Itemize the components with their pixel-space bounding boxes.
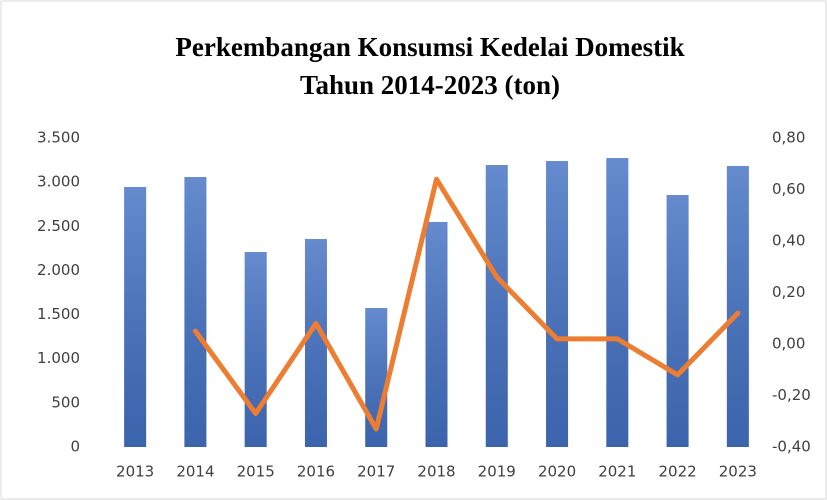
bar-shade — [546, 161, 569, 447]
bar-shade — [726, 165, 749, 447]
y-tick-label: 1.500 — [37, 305, 80, 323]
x-tick-label: 2020 — [538, 463, 576, 481]
y-tick-label: 0 — [70, 438, 80, 456]
y2-tick-label: 0,40 — [772, 232, 805, 250]
bar-shade — [184, 177, 207, 448]
y2-tick-label: 0,60 — [772, 180, 805, 198]
bar-shade — [244, 251, 267, 447]
x-tick-label: 2017 — [357, 463, 395, 481]
x-tick-label: 2018 — [417, 463, 455, 481]
bar-shade — [304, 238, 327, 447]
y-tick-label: 2.000 — [37, 261, 80, 279]
y-tick-label: 3.000 — [37, 173, 80, 191]
bar-shade — [425, 221, 448, 447]
bar-shade — [485, 165, 508, 447]
chart-title: Tahun 2014-2023 (ton) — [300, 70, 560, 100]
line — [192, 176, 741, 432]
x-tick-label: 2021 — [598, 463, 636, 481]
x-tick-label: 2022 — [658, 463, 696, 481]
y2-tick-label: -0,40 — [772, 438, 811, 456]
y-tick-label: 3.500 — [37, 129, 80, 147]
chart-title: Perkembangan Konsumsi Kedelai Domestik — [175, 32, 684, 62]
bar-shade — [124, 186, 147, 447]
y2-tick-label: 0,20 — [772, 283, 805, 301]
y2-tick-label: -0,20 — [772, 386, 811, 404]
bar-shade — [666, 195, 689, 447]
y2-tick-label: 0,80 — [772, 129, 805, 147]
x-tick-label: 2014 — [176, 463, 214, 481]
y-tick-label: 2.500 — [37, 217, 80, 235]
x-tick-label: 2023 — [719, 463, 757, 481]
y-tick-label: 1.000 — [37, 349, 80, 367]
y-tick-label: 500 — [51, 393, 80, 411]
x-tick-label: 2019 — [478, 463, 516, 481]
x-tick-label: 2016 — [297, 463, 335, 481]
x-tick-label: 2015 — [237, 463, 275, 481]
y2-tick-label: 0,00 — [772, 335, 805, 353]
x-tick-label: 2013 — [116, 463, 154, 481]
bar-shade — [606, 158, 629, 447]
